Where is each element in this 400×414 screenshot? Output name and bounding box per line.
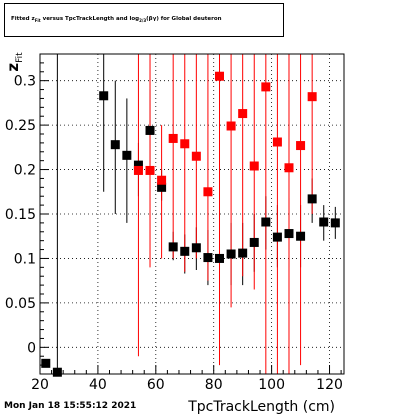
data-point (133, 160, 143, 170)
data-point (319, 217, 329, 227)
data-point (168, 242, 178, 252)
x-tick-label: 80 (205, 377, 223, 393)
data-point (180, 139, 190, 149)
data-point (110, 140, 120, 150)
data-point (238, 109, 248, 119)
data-point (296, 141, 306, 151)
chart-title: Fitted zFit versus TpcTrackLength and lo… (11, 16, 222, 23)
data-point (145, 125, 155, 135)
title-sub-1: Fit (34, 18, 41, 24)
title-part-3: (βγ) for Global deuteron (146, 16, 222, 23)
y-tick-label: 0.2 (14, 163, 36, 179)
data-point (238, 248, 248, 258)
x-tick-label: 60 (147, 377, 165, 393)
data-point (226, 249, 236, 259)
data-point (41, 358, 51, 368)
data-point (215, 253, 225, 263)
x-tick-label: 20 (31, 377, 49, 393)
y-tick-label: 0.05 (5, 296, 36, 312)
x-tick-label: 100 (258, 377, 285, 393)
data-point (122, 150, 132, 160)
data-point (157, 182, 167, 192)
tick-labels: 20 40 60 80 100 120 0 0.05 0.1 0.15 0.2 0.25 0.3 (5, 74, 343, 393)
data-point (191, 151, 201, 161)
data-point (330, 218, 340, 228)
title-sub-2: 2/3 (139, 18, 147, 24)
data-point (307, 194, 317, 204)
data-point (191, 243, 201, 253)
data-point (52, 367, 62, 377)
y-tick-label: 0.25 (5, 118, 36, 134)
data-point (203, 253, 213, 263)
data-point (203, 187, 213, 197)
x-tick-label: 40 (89, 377, 107, 393)
date-stamp: Mon Jan 18 15:55:12 2021 (4, 401, 137, 411)
data-point (226, 121, 236, 131)
data-point (215, 71, 225, 81)
data-point (261, 82, 271, 92)
title-part-2: versus TpcTrackLength and log (40, 16, 140, 23)
data-markers (41, 71, 340, 377)
y-tick-label: 0.1 (14, 251, 36, 267)
data-point (296, 231, 306, 241)
x-tick-label: 120 (316, 377, 343, 393)
x-axis-label: TpcTrackLength (cm) (187, 399, 335, 414)
data-point (307, 92, 317, 102)
data-point (284, 229, 294, 239)
data-point (249, 161, 259, 171)
data-point (99, 91, 109, 101)
y-tick-label: 0 (27, 340, 36, 356)
data-point (249, 237, 259, 247)
y-axis-label: zFit (4, 52, 25, 72)
data-point (133, 165, 143, 175)
data-point (261, 217, 271, 227)
data-point (168, 133, 178, 143)
data-point (272, 232, 282, 242)
grid-lines (40, 54, 344, 374)
title-part-1: Fitted z (11, 16, 35, 23)
data-point (284, 163, 294, 173)
y-axis-label-main: z (4, 63, 22, 72)
error-bars (56, 54, 336, 374)
data-point (180, 246, 190, 256)
axis-ticks (39, 53, 342, 375)
data-point (157, 175, 167, 185)
y-axis-label-sub: Fit (15, 52, 25, 63)
data-point (145, 165, 155, 175)
data-point (272, 137, 282, 147)
y-tick-label: 0.3 (14, 74, 36, 90)
title-box: Fitted zFit versus TpcTrackLength and lo… (4, 3, 284, 37)
y-tick-label: 0.15 (5, 207, 36, 223)
